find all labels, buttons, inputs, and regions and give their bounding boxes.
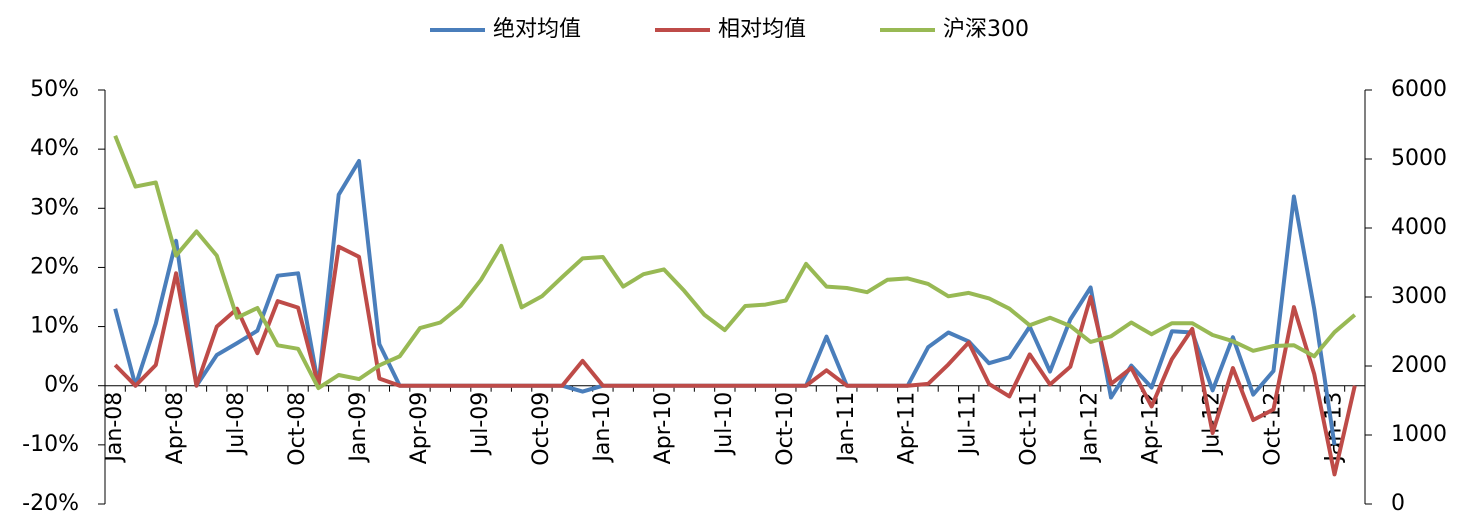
x-tick-label: Apr-11 bbox=[895, 392, 920, 465]
y-tick-label: 40% bbox=[30, 136, 79, 161]
x-tick-label: Jan-10 bbox=[590, 392, 615, 464]
y-tick-label: -20% bbox=[22, 491, 79, 516]
x-tick-label: Apr-10 bbox=[651, 392, 676, 465]
y-tick-label: 10% bbox=[30, 314, 79, 339]
y2-tick-label: 1000 bbox=[1391, 422, 1447, 447]
x-tick-label: Jan-12 bbox=[1078, 392, 1103, 464]
y-tick-label: 30% bbox=[30, 195, 79, 220]
legend-label: 相对均值 bbox=[718, 17, 806, 42]
y2-tick-label: 3000 bbox=[1391, 284, 1447, 309]
x-tick-label: Jan-09 bbox=[346, 392, 371, 464]
y-tick-label: 0% bbox=[44, 373, 79, 398]
series-line bbox=[113, 134, 1357, 391]
y-tick-label: 50% bbox=[30, 77, 79, 102]
x-tick-label: Jul-10 bbox=[712, 392, 737, 456]
x-tick-label: Oct-11 bbox=[1017, 392, 1042, 466]
y2-tick-label: 2000 bbox=[1391, 353, 1447, 378]
y2-tick-label: 4000 bbox=[1391, 215, 1447, 240]
legend-label: 绝对均值 bbox=[493, 17, 581, 42]
x-tick-label: Jan-11 bbox=[834, 392, 859, 464]
x-tick-label: Jul-09 bbox=[468, 392, 493, 456]
series-line bbox=[113, 244, 1357, 477]
x-tick-label: Jul-11 bbox=[956, 392, 981, 456]
x-tick-label: Apr-08 bbox=[163, 392, 188, 465]
legend-label: 沪深300 bbox=[943, 17, 1029, 42]
x-tick-label: Apr-09 bbox=[407, 392, 432, 465]
x-tick-label: Oct-09 bbox=[529, 392, 554, 466]
x-tick-label: Jul-08 bbox=[224, 392, 249, 456]
y2-tick-label: 5000 bbox=[1391, 146, 1447, 171]
y2-tick-label: 6000 bbox=[1391, 77, 1447, 102]
x-tick-label: Oct-10 bbox=[773, 392, 798, 466]
y-tick-label: -10% bbox=[22, 432, 79, 457]
x-tick-label: Oct-08 bbox=[285, 392, 310, 466]
y-tick-label: 20% bbox=[30, 254, 79, 279]
x-tick-label: Jan-08 bbox=[102, 392, 127, 464]
y2-tick-label: 0 bbox=[1391, 491, 1405, 516]
